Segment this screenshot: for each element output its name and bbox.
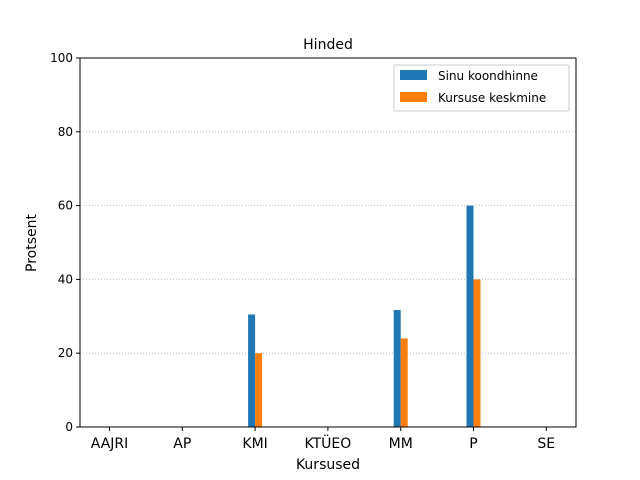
legend-box (393, 64, 570, 112)
bars (248, 205, 481, 427)
bar-kursuse-keskmine-kmi (255, 353, 263, 427)
x-tick-label: AP (173, 436, 191, 452)
x-tick-label: KTÜEO (305, 434, 352, 452)
bar-kursuse-keskmine-p (473, 279, 481, 427)
bar-sinu-koondhinne-mm (393, 310, 401, 427)
x-tick-label: KMI (242, 436, 267, 452)
x-axis-ticks: AAJRI AP KMI KTÜEO MM P SE (91, 427, 555, 452)
x-tick-label: MM (389, 436, 413, 452)
y-tick-label: 100 (50, 51, 73, 65)
legend-swatch-kursuse-keskmine (400, 92, 427, 102)
y-tick-label: 0 (65, 420, 73, 434)
legend-label-kursuse-keskmine: Kursuse keskmine (438, 91, 546, 105)
x-tick-label: AAJRI (91, 436, 129, 452)
y-tick-label: 80 (58, 125, 73, 139)
legend-label-sinu-koondhinne: Sinu koondhinne (438, 69, 538, 83)
y-axis-label: Protsent (24, 214, 40, 272)
bar-kursuse-keskmine-mm (400, 338, 408, 427)
bar-sinu-koondhinne-kmi (248, 314, 256, 427)
y-axis-ticks: 0 20 40 60 80 100 (50, 51, 80, 434)
legend-swatch-sinu-koondhinne (400, 70, 427, 80)
legend: Sinu koondhinne Kursuse keskmine (393, 64, 570, 112)
x-tick-label: P (469, 436, 477, 452)
x-axis-label: Kursused (296, 457, 360, 473)
bar-sinu-koondhinne-p (466, 205, 474, 427)
y-tick-label: 40 (58, 272, 73, 286)
y-tick-label: 60 (58, 199, 73, 213)
y-tick-label: 20 (58, 346, 73, 360)
x-tick-label: SE (537, 436, 555, 452)
chart-title: Hinded (303, 37, 353, 53)
